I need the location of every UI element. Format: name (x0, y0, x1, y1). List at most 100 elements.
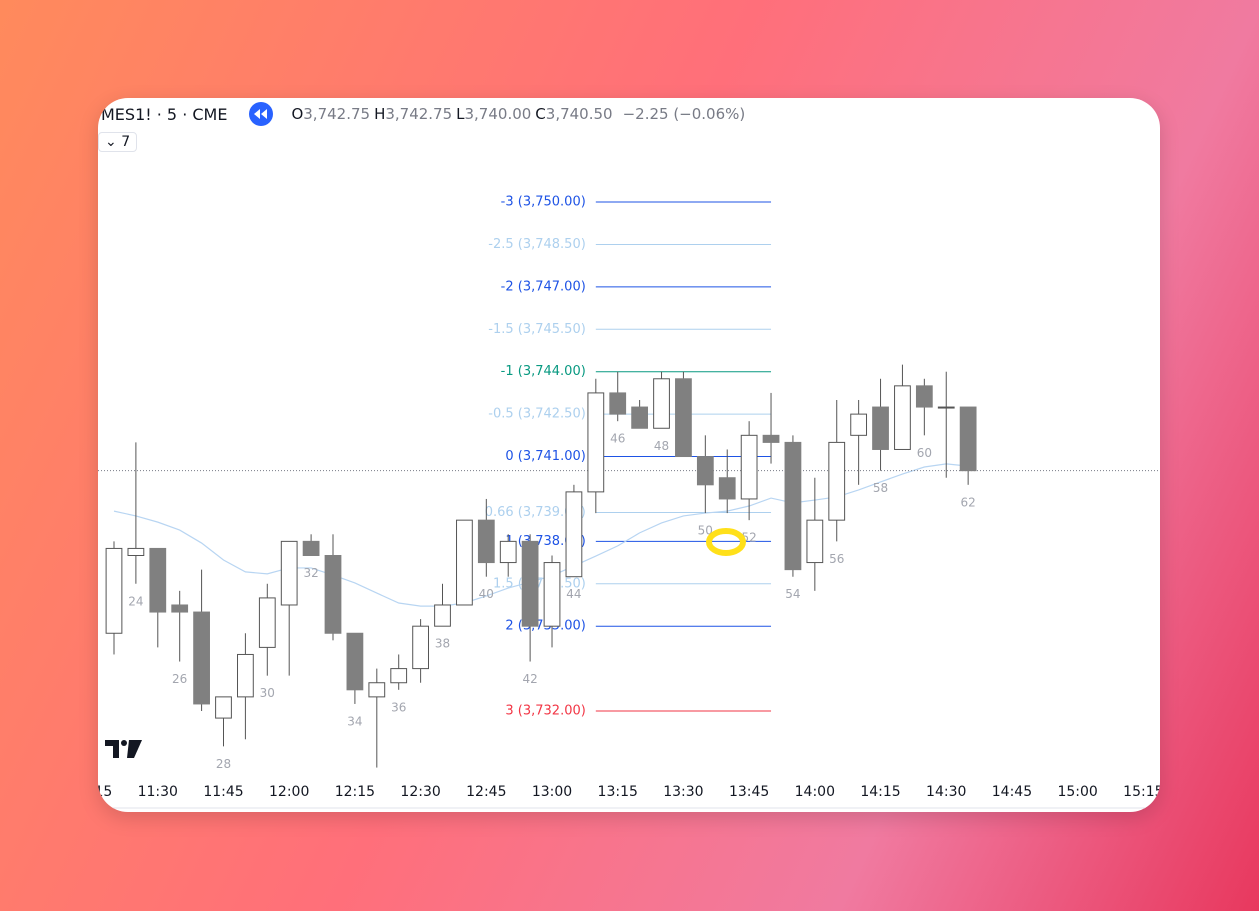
moving-average (113, 463, 969, 607)
ohlc-value: 3,740.50 (545, 105, 613, 123)
x-tick-label: 12:45 (466, 784, 506, 800)
x-tick-label: 14:45 (992, 784, 1032, 800)
bar-number: 48 (654, 439, 669, 453)
candle-body (368, 682, 386, 698)
candle-body (499, 540, 517, 564)
candle-body (894, 385, 911, 450)
fib-label: 0 (3,741.00) (505, 449, 585, 464)
change: −2.25 (−0.06%) (622, 105, 746, 123)
bar-number: 44 (566, 587, 581, 601)
candle-body (872, 406, 889, 450)
candle-body (915, 385, 933, 408)
candle-body (675, 378, 692, 458)
candle-body (937, 406, 955, 409)
ohlc-key: C (535, 105, 546, 123)
candle-body (324, 554, 342, 634)
bar-number: 54 (785, 587, 800, 601)
bar-number: 40 (479, 587, 494, 601)
fib-label: 3 (3,732.00) (505, 704, 585, 719)
logo (105, 740, 142, 758)
highlight-scribble (706, 528, 746, 556)
ohlc-key: O (291, 105, 304, 123)
chart-card: -3 (3,750.00) -2.5 (3,748.50) -2 (3,747.00… (98, 98, 1160, 812)
candle-body (543, 562, 561, 627)
x-tick-label: 14:15 (860, 784, 900, 800)
replay-icon (254, 109, 268, 119)
fib-label: -2.5 (3,748.50) (488, 237, 586, 252)
bar-number: 38 (435, 637, 450, 651)
candle-body (390, 668, 408, 684)
candle-body (631, 406, 649, 429)
replay-button[interactable] (249, 102, 274, 126)
ohlc-value: 3,742.75 (385, 105, 453, 123)
candle-body (784, 441, 802, 571)
x-tick-label: 13:15 (598, 784, 638, 800)
fib-label: -1.5 (3,745.50) (488, 322, 586, 337)
bar-number: 60 (917, 446, 932, 460)
candle-body (740, 434, 758, 500)
bar-number: 28 (216, 757, 231, 771)
candle-body (127, 547, 145, 556)
bar-number: 24 (128, 594, 143, 608)
x-tick-label: 15:00 (1057, 784, 1097, 800)
candle-body (477, 519, 495, 564)
candle-body (171, 604, 189, 613)
x-tick-label: 12:00 (269, 784, 309, 800)
ohlc-key: L (456, 105, 465, 123)
fib-label: 1.5 (3,736.50) (493, 576, 586, 591)
candle-body (258, 597, 276, 648)
candle-body (521, 540, 539, 627)
candle-body (959, 406, 977, 472)
fib-label: -0.5 (3,742.50) (488, 407, 586, 422)
ohlc-values: O3,742.75 H3,742.75 L3,740.00 C3,740.50 (291, 105, 616, 123)
x-tick-label: 13:00 (532, 784, 572, 800)
candle-body (653, 378, 670, 429)
ohlc-value: 3,742.75 (303, 105, 371, 123)
x-tick-label: 14:30 (926, 784, 966, 800)
candle-body (806, 519, 824, 564)
chart: -3 (3,750.00) -2.5 (3,748.50) -2 (3,747.00… (98, 195, 1160, 809)
candle-body (565, 491, 583, 578)
x-tick-label: 11:30 (138, 784, 178, 800)
x-tick-label: 15:15 (1123, 784, 1160, 800)
symbol-title: MES1! · 5 · CME (101, 104, 228, 124)
legend-header: MES1! · 5 · CME O3,742.75 H3,742.75 L3,740… (101, 102, 745, 126)
candle-body (434, 604, 451, 627)
bar-number: 32 (303, 566, 318, 580)
candle-body (237, 653, 254, 698)
candle-body (609, 392, 627, 415)
candle-body (280, 540, 298, 606)
fib-label: -2 (3,747.00) (501, 279, 586, 294)
candle-body (105, 547, 123, 634)
x-tick-label: 14:00 (795, 784, 835, 800)
fib-label: -3 (3,750.00) (501, 195, 586, 210)
bar-number: 42 (522, 672, 537, 686)
bar-number: 34 (347, 714, 362, 728)
candle-body (193, 611, 210, 705)
bar-number: 58 (873, 481, 888, 495)
x-tick-label: 12:30 (400, 784, 440, 800)
x-tick-label: 13:30 (663, 784, 703, 800)
candle-body (850, 413, 868, 436)
indicator-count: 7 (121, 134, 131, 150)
bar-number: 30 (260, 686, 275, 700)
candle-body (346, 632, 364, 691)
ohlc-key: H (374, 105, 386, 123)
candle-body (828, 441, 846, 521)
bar-number: 50 (698, 524, 713, 538)
ohlc-value: 3,740.00 (464, 105, 532, 123)
x-tick-label: 11:15 (98, 784, 112, 800)
bar-number: 46 (610, 432, 625, 446)
candle-body (696, 456, 714, 486)
candle-body (762, 434, 780, 443)
bar-number: 26 (172, 672, 187, 686)
bar-number: 62 (961, 495, 976, 509)
indicators-toggle[interactable]: ⌄ 7 (98, 132, 138, 152)
fib-label: -1 (3,744.00) (501, 364, 586, 379)
candle-body (215, 696, 232, 719)
bar-number: 36 (391, 700, 406, 714)
x-tick-label: 12:15 (335, 784, 375, 800)
candle-body (302, 540, 320, 556)
x-tick-label: 13:45 (729, 784, 769, 800)
